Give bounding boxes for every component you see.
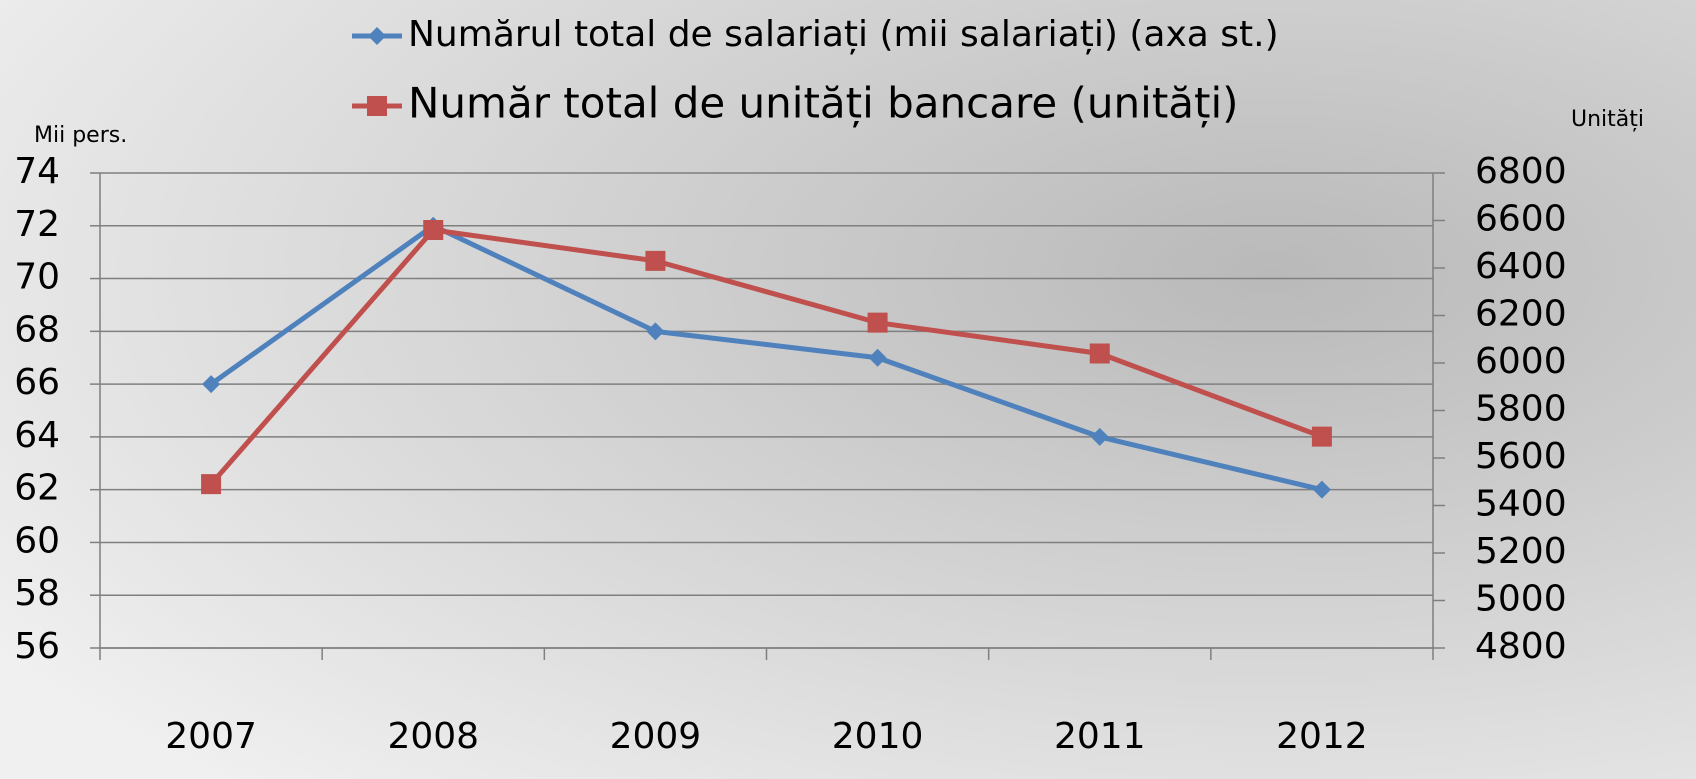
marker xyxy=(1312,480,1331,499)
y2-tick-label: 5000 xyxy=(1475,579,1567,620)
y-tick-label: 74 xyxy=(14,151,60,192)
y2-tick-label: 6800 xyxy=(1475,151,1567,192)
y2-tick-label: 6400 xyxy=(1475,246,1567,287)
y-tick-label: 60 xyxy=(14,520,60,561)
y-axis-label: Mii pers. xyxy=(34,123,127,148)
series-line xyxy=(209,223,1323,493)
y2-tick-label: 6200 xyxy=(1475,294,1567,335)
marker xyxy=(1089,343,1110,364)
marker xyxy=(201,474,222,495)
y-tick-label: 68 xyxy=(14,309,60,350)
x-tick-label: 2010 xyxy=(832,716,924,757)
y2-tick-label: 5400 xyxy=(1475,484,1567,525)
marker xyxy=(867,312,888,333)
marker xyxy=(1090,427,1109,446)
x-tick-label: 2012 xyxy=(1276,716,1368,757)
y-tick-label: 66 xyxy=(14,362,60,403)
y-tick-label: 58 xyxy=(14,573,60,614)
y-tick-label: 70 xyxy=(14,257,60,298)
y2-tick-label: 5200 xyxy=(1475,531,1567,572)
y2-tick-label: 5800 xyxy=(1475,389,1567,430)
series-line xyxy=(209,227,1323,486)
x-tick-label: 2009 xyxy=(610,716,702,757)
legend-label: Număr total de unități bancare (unități) xyxy=(408,79,1239,128)
marker xyxy=(645,250,666,271)
y-tick-label: 62 xyxy=(14,468,60,509)
marker xyxy=(868,348,887,367)
y2-tick-label: 6000 xyxy=(1475,341,1567,382)
marker xyxy=(367,96,387,116)
y2-tick-label: 6600 xyxy=(1475,199,1567,240)
x-tick-label: 2008 xyxy=(387,716,479,757)
legend-label: Numărul total de salariați (mii salariaț… xyxy=(408,14,1279,55)
y2-tick-label: 5600 xyxy=(1475,436,1567,477)
marker xyxy=(368,27,386,45)
y-tick-label: 72 xyxy=(14,204,60,245)
x-tick-label: 2007 xyxy=(165,716,257,757)
marker xyxy=(202,375,221,394)
y-tick-label: 56 xyxy=(14,626,60,667)
marker xyxy=(646,322,665,341)
y2-tick-label: 4800 xyxy=(1475,626,1567,667)
x-tick-label: 2011 xyxy=(1054,716,1146,757)
marker xyxy=(423,220,444,240)
y-tick-label: 64 xyxy=(14,415,60,456)
y2-axis-label: Unități xyxy=(1571,107,1644,132)
marker xyxy=(1311,426,1332,447)
